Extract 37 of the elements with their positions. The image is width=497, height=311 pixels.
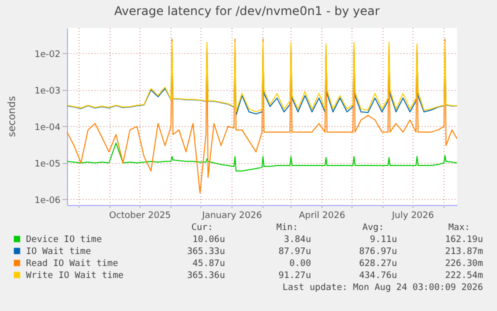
text: Cur: [191,223,213,233]
legend-label: Read IO Wait time [26,259,118,269]
text: 45.87u [192,259,225,269]
text: 434.76u [359,271,397,281]
legend-label: IO Wait time [26,247,92,257]
text: 876.97u [359,247,397,257]
y-tick-label: 1e-03 [34,86,60,96]
text: 162.19u [445,235,483,245]
text: 87.97u [278,247,311,257]
text: 222.54m [445,271,483,281]
x-tick-label: July 2026 [391,211,434,221]
text: 226.30m [445,259,483,269]
chart-title: Average latency for /dev/nvme0n1 - by year [114,4,380,18]
text: 91.27u [278,271,311,281]
text: Last update: Mon Aug 24 03:00:09 2026 [282,283,483,293]
text: 628.27u [359,259,397,269]
text: 365.33u [187,247,225,257]
x-tick-label: January 2026 [201,211,262,221]
text: 3.84u [284,235,311,245]
y-tick-label: 1e-04 [34,122,61,133]
text: Min: [276,223,298,233]
y-tick-label: 1e-06 [34,196,61,206]
x-tick-label: October 2025 [109,211,171,221]
text: 10.06u [192,235,225,245]
text: 213.87m [445,247,483,257]
text: Avg: [362,223,384,233]
y-axis-title: seconds [7,96,18,137]
text: Max: [448,223,470,233]
x-tick-label: April 2026 [298,211,346,221]
text: 365.36u [187,271,225,281]
legend-label: Write IO Wait time [26,271,124,281]
y-tick-label: 1e-05 [34,159,60,170]
line-series [66,142,458,172]
y-tick-label: 1e-02 [34,50,60,60]
text: 0.00 [289,259,311,269]
legend-label: Device IO time [26,235,102,245]
text: 9.11u [370,235,397,245]
